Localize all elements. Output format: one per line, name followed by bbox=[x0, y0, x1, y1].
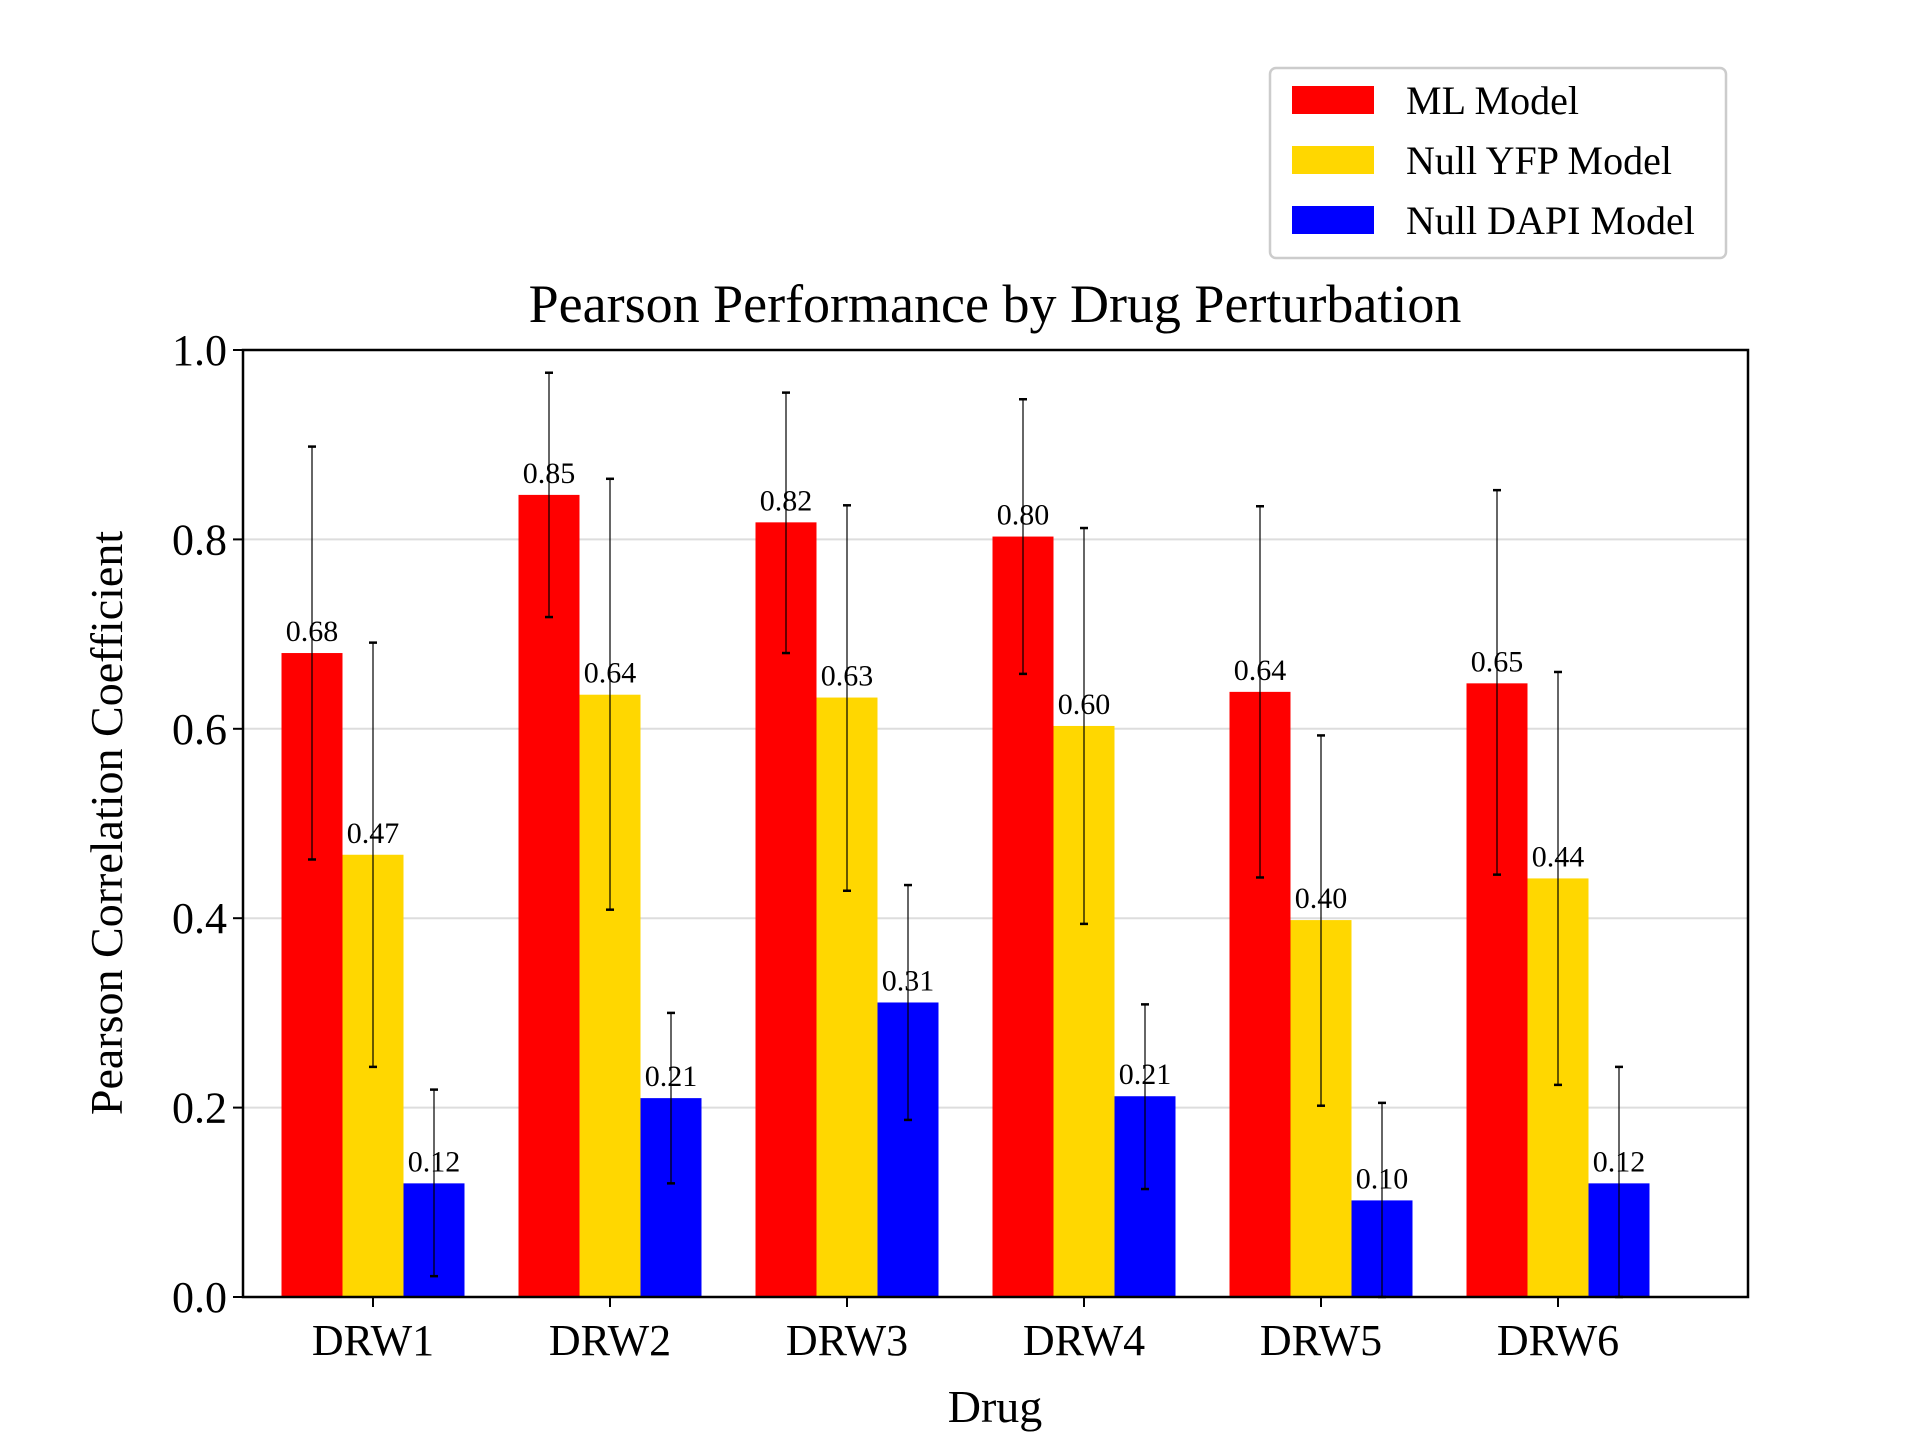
data-label: 0.68 bbox=[286, 615, 339, 648]
data-label: 0.64 bbox=[584, 657, 637, 690]
data-label: 0.10 bbox=[1356, 1162, 1409, 1195]
legend-items: ML Model Null YFP Model Null DAPI Model bbox=[1292, 78, 1695, 243]
plot-frame bbox=[241, 348, 1750, 1299]
legend-swatch bbox=[1292, 86, 1374, 114]
data-label: 0.31 bbox=[882, 964, 935, 997]
data-label: 0.63 bbox=[821, 660, 874, 693]
y-tick-label: 0.8 bbox=[172, 515, 227, 564]
data-labels-layer: 0.68 0.47 0.12 0.85 0.64 0.21 0.82 0.63 0.31 0.80… bbox=[286, 457, 1646, 1196]
data-label: 0.64 bbox=[1234, 654, 1287, 687]
x-tick-label: DRW2 bbox=[549, 1316, 671, 1365]
x-tick-label: DRW6 bbox=[1497, 1316, 1619, 1365]
data-label: 0.44 bbox=[1532, 840, 1585, 873]
y-axis-label: Pearson Correlation Coefficient bbox=[81, 531, 132, 1115]
data-label: 0.85 bbox=[523, 457, 576, 490]
x-tick-label: DRW1 bbox=[312, 1316, 434, 1365]
y-tick-label: 1.0 bbox=[172, 326, 227, 375]
x-tick-label: DRW5 bbox=[1260, 1316, 1382, 1365]
error-bars-layer bbox=[308, 371, 1623, 1299]
x-axis-label: Drug bbox=[948, 1381, 1043, 1432]
data-label: 0.47 bbox=[347, 817, 400, 850]
data-label: 0.40 bbox=[1295, 882, 1348, 915]
legend-label: ML Model bbox=[1406, 78, 1579, 123]
data-label: 0.82 bbox=[760, 484, 813, 517]
data-label: 0.65 bbox=[1471, 645, 1524, 678]
data-label: 0.21 bbox=[1119, 1058, 1172, 1091]
y-tick-label: 0.4 bbox=[172, 894, 227, 943]
data-label: 0.80 bbox=[997, 499, 1050, 532]
legend-swatch bbox=[1292, 206, 1374, 234]
data-label: 0.12 bbox=[408, 1145, 461, 1178]
x-tick-label: DRW3 bbox=[786, 1316, 908, 1365]
legend-label: Null DAPI Model bbox=[1406, 198, 1695, 243]
y-tick-label: 0.6 bbox=[172, 705, 227, 754]
y-tick-label: 0.0 bbox=[172, 1273, 227, 1322]
y-tick-label: 0.2 bbox=[172, 1084, 227, 1133]
chart-title: Pearson Performance by Drug Perturbation bbox=[529, 274, 1462, 334]
legend-swatch bbox=[1292, 146, 1374, 174]
axes-layer: 0.0 0.2 0.4 0.6 0.8 1.0 DRW1 DRW2 DRW3 DRW4 DRW5 DR… bbox=[172, 326, 1619, 1365]
bar bbox=[518, 494, 580, 1297]
x-tick-label: DRW4 bbox=[1023, 1316, 1145, 1365]
data-label: 0.60 bbox=[1058, 688, 1111, 721]
data-label: 0.12 bbox=[1593, 1145, 1646, 1178]
legend-label: Null YFP Model bbox=[1406, 138, 1672, 183]
legend-frame bbox=[1268, 66, 1728, 260]
data-label: 0.21 bbox=[645, 1060, 698, 1093]
legend: ML Model Null YFP Model Null DAPI Model bbox=[1268, 66, 1728, 260]
